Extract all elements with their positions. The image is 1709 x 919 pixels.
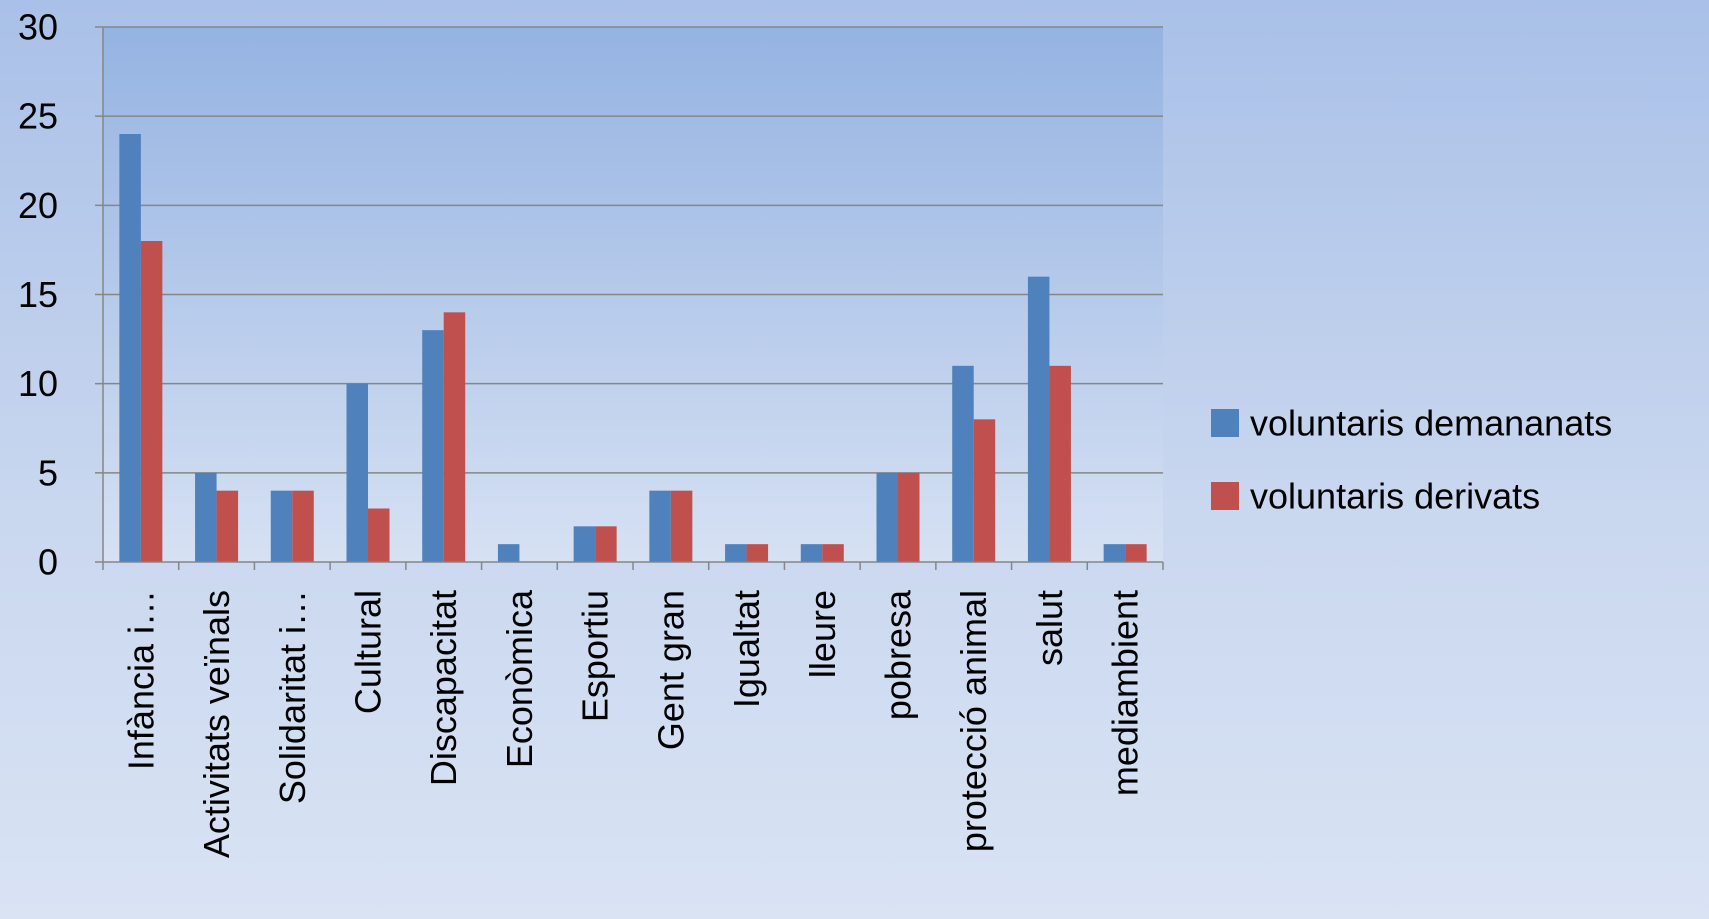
bar <box>800 544 823 562</box>
x-tick-label: Econòmica <box>499 589 540 768</box>
x-tick-label: salut <box>1029 590 1070 666</box>
bar <box>216 490 239 562</box>
x-tick-label: Cultural <box>348 590 389 714</box>
x-tick-label: Infància i… <box>120 590 161 770</box>
y-tick-label: 20 <box>18 185 58 226</box>
x-tick-label: Discapacitat <box>423 590 464 786</box>
x-tick-label: Activitats veïnals <box>196 590 237 858</box>
legend-swatch <box>1211 409 1239 437</box>
bar <box>725 544 747 562</box>
bar <box>443 312 466 562</box>
x-tick-label: Solidaritat i… <box>272 590 313 804</box>
x-tick-label: protecció animal <box>953 590 994 852</box>
bar <box>292 490 314 562</box>
legend-swatch <box>1211 482 1239 510</box>
legend: voluntaris demananats voluntaris derivats <box>1211 403 1612 517</box>
bar <box>346 383 368 562</box>
bar <box>497 544 520 562</box>
y-tick-label: 5 <box>38 452 58 493</box>
bar <box>140 241 163 562</box>
bar <box>876 472 898 562</box>
bar <box>973 419 996 562</box>
bar <box>822 544 844 562</box>
axes <box>95 26 1164 570</box>
bar <box>595 526 617 562</box>
bar <box>1125 544 1147 562</box>
y-tick-label: 15 <box>18 274 58 315</box>
bar <box>195 472 217 562</box>
bar <box>649 490 671 562</box>
bar <box>952 365 974 562</box>
legend-label: voluntaris derivats <box>1250 476 1540 517</box>
x-tick-label: lleure <box>802 590 843 678</box>
bar <box>898 472 920 562</box>
y-tick-label: 10 <box>18 363 58 404</box>
legend-label: voluntaris demananats <box>1250 403 1612 444</box>
x-tick-label: Gent gran <box>650 590 691 750</box>
y-tick-label: 30 <box>18 7 58 48</box>
bar <box>670 490 693 562</box>
x-tick-label: mediambient <box>1105 590 1146 796</box>
x-tick-label: Igualtat <box>726 590 767 708</box>
y-tick-label: 0 <box>38 542 58 583</box>
bar <box>1049 365 1071 562</box>
bar <box>746 544 769 562</box>
bar <box>368 508 390 562</box>
bar <box>119 134 141 562</box>
bar <box>1103 544 1126 562</box>
bar <box>422 330 444 562</box>
x-tick-labels: Infància i… Activitats veïnals Solidaritat… <box>120 589 1145 858</box>
bar <box>270 490 293 562</box>
x-tick-label: Esportiu <box>575 590 616 722</box>
y-tick-labels: 0 5 10 15 20 25 30 <box>18 7 58 583</box>
bar <box>573 526 596 562</box>
bar <box>1027 276 1050 562</box>
y-tick-label: 25 <box>18 96 58 137</box>
x-tick-label: pobresa <box>878 589 919 720</box>
gridlines <box>103 26 1163 474</box>
bars <box>119 134 1147 562</box>
